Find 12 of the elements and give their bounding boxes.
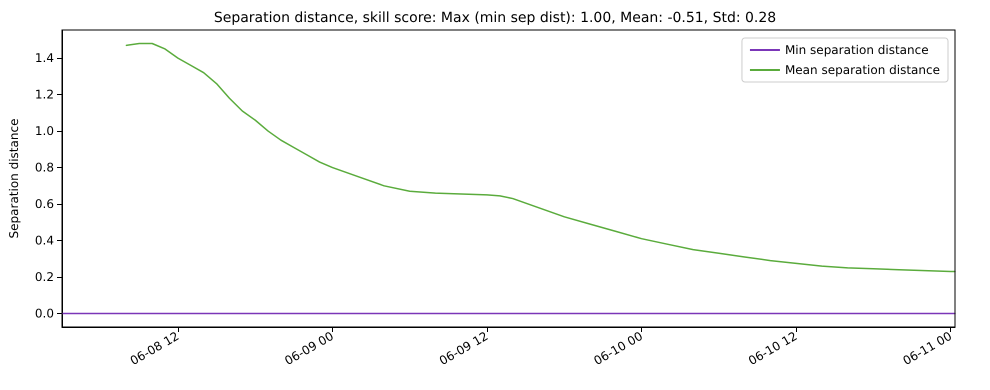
y-tick-label: 0.0 <box>34 306 54 320</box>
y-tick-label: 0.8 <box>34 160 54 175</box>
y-tick-label: 1.0 <box>34 124 54 138</box>
y-tick-label: 1.4 <box>34 51 54 66</box>
y-tick-label: 0.4 <box>34 234 54 248</box>
chart-title: Separation distance, skill score: Max (min sep dist): 1.00, Mean: -0.51, Std: 0.28 <box>214 10 776 26</box>
legend-label: Min separation distance <box>784 43 929 57</box>
y-tick-label: 0.6 <box>34 197 54 212</box>
y-tick-label: 1.2 <box>34 88 54 102</box>
legend-label: Mean separation distance <box>784 63 940 77</box>
y-axis-title: Separation distance <box>7 118 21 238</box>
y-tick-label: 0.2 <box>34 270 54 284</box>
